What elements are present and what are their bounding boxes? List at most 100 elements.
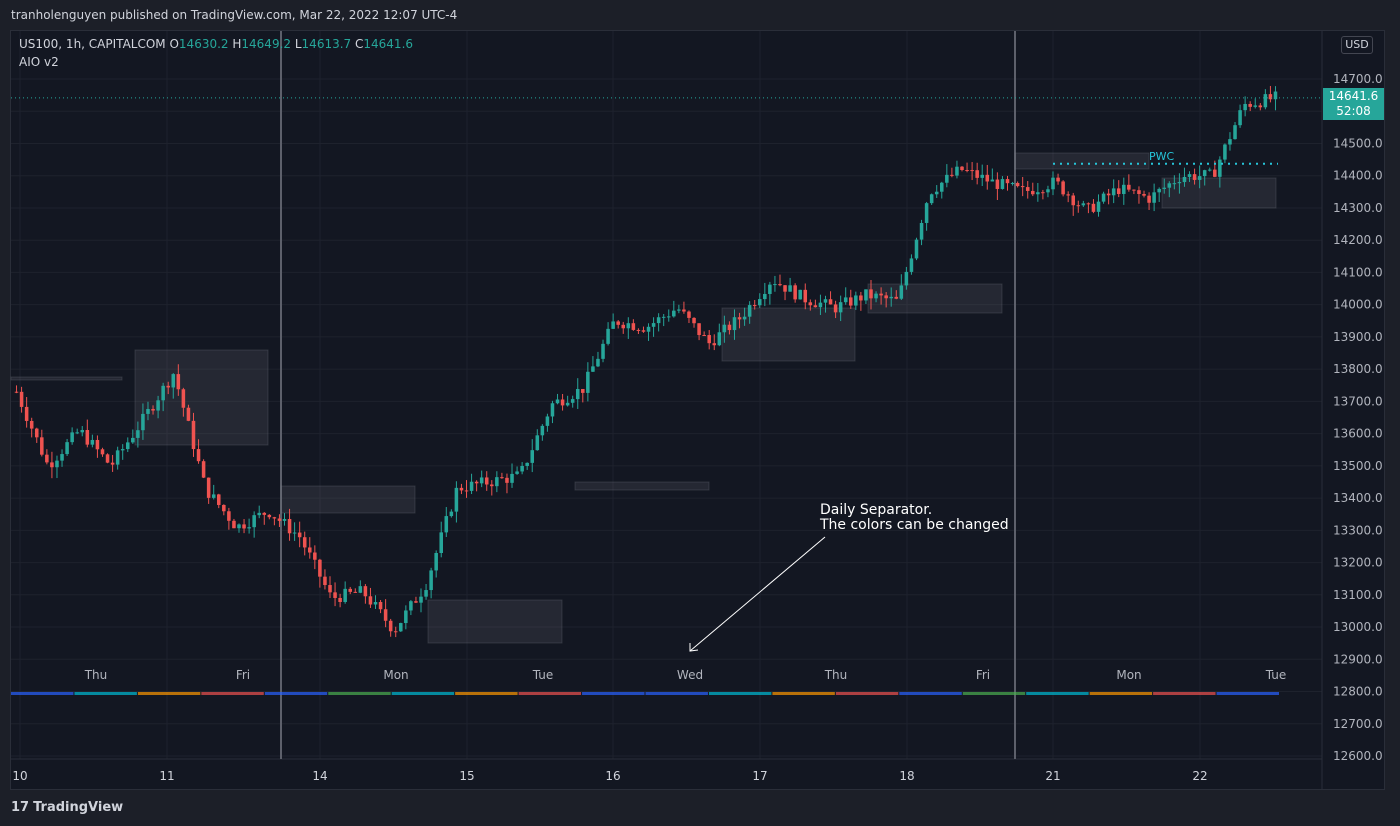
candle-body [621,324,626,329]
range-box [1014,152,1150,170]
candle-body [105,454,110,463]
candle-body [879,293,883,296]
session-strip-segment [518,692,582,695]
candle-body [833,304,838,313]
candle-body [929,194,934,204]
session-strip-segment [264,692,328,695]
y-tick-label: 13900.0 [1333,330,1383,344]
y-tick-label: 14700.0 [1333,72,1383,86]
candle-body [1172,183,1177,185]
candle-body [120,449,125,451]
candle-body [459,487,464,491]
candle-body [869,289,873,299]
candle-body [237,524,241,529]
candle-body [176,374,181,390]
day-label: Mon [1116,668,1141,682]
candle-body [788,285,792,292]
x-tick-label: 17 [752,769,767,783]
candle-body [934,191,939,195]
session-strip-segment [455,692,518,695]
candle-body [1076,205,1081,207]
annotation-line-2: The colors can be changed [820,517,1009,533]
candle-body [646,326,651,332]
candle-body [1041,192,1045,194]
tradingview-logo[interactable]: 𝟭𝟳 TradingView [11,800,124,815]
candle-body [843,297,848,303]
candle-body [1228,139,1232,145]
day-label: Mon [383,668,408,682]
candle-body [950,174,954,176]
y-tick-label: 13200.0 [1333,556,1383,570]
symbol-label[interactable]: US100, 1h, CAPITALCOM [19,37,166,51]
candle-body [1157,188,1161,193]
candle-body [1015,183,1020,187]
candle-body [136,430,140,438]
candle-body [151,408,155,411]
candle-body [515,471,519,474]
day-label: Fri [236,668,250,682]
currency-button[interactable]: USD [1341,36,1373,54]
candle-body [545,416,550,426]
candle-body [484,477,489,485]
chart-frame[interactable] [10,30,1385,790]
y-tick-label: 13700.0 [1333,394,1383,408]
candle-body [1253,105,1258,107]
y-tick-label: 14200.0 [1333,233,1383,247]
candle-body [747,305,752,317]
y-tick-label: 12900.0 [1333,652,1383,666]
day-label: Tue [532,668,554,682]
day-label: Tue [1265,668,1287,682]
session-strip-segment [11,692,74,695]
candle-body [530,450,535,463]
candle-body [328,585,332,593]
annotation-arrowhead [689,643,699,652]
candle-body [348,588,352,592]
candle-body [454,487,459,512]
candle-body [1111,188,1116,196]
candle-body [1122,184,1126,194]
candle-body [1192,174,1197,180]
candle-body [161,385,165,401]
candle-body [1207,169,1212,171]
candle-body [419,596,423,603]
candle-body [1233,125,1237,140]
candle-body [591,366,595,372]
candle-body [651,323,656,327]
candle-body [146,408,150,414]
candle-body [692,317,696,324]
candle-body [353,591,358,593]
candle-body [1258,105,1263,108]
candle-body [919,222,924,240]
candle-body [899,285,904,299]
x-tick-label: 11 [159,769,174,783]
candle-body [581,389,585,393]
annotation-text[interactable]: Daily Separator. The colors can be chang… [820,503,1009,533]
candle-body [945,174,949,183]
candle-body [783,285,787,292]
candle-body [909,258,914,272]
candle-body [864,289,868,301]
pwc-label: PWC [1149,150,1175,163]
indicator-label[interactable]: AIO v2 [19,55,59,69]
candle-body [965,170,969,172]
candle-body [70,432,74,443]
candle-body [110,462,115,465]
candle-body [1056,177,1060,182]
session-strip-segment [582,692,645,695]
candle-body [848,297,853,306]
candle-body [702,335,706,337]
candle-body [520,465,524,472]
candle-body [90,439,95,445]
y-tick-label: 13500.0 [1333,459,1383,473]
candle-body [636,329,641,331]
candle-body [500,477,504,479]
candle-body [1182,176,1187,183]
y-tick-label: 13100.0 [1333,588,1383,602]
y-tick-label: 12700.0 [1333,717,1383,731]
candle-body [469,481,474,491]
candle-body [1177,182,1182,184]
candle-body [768,284,772,294]
candle-body [687,311,691,318]
candle-body [1116,188,1121,194]
